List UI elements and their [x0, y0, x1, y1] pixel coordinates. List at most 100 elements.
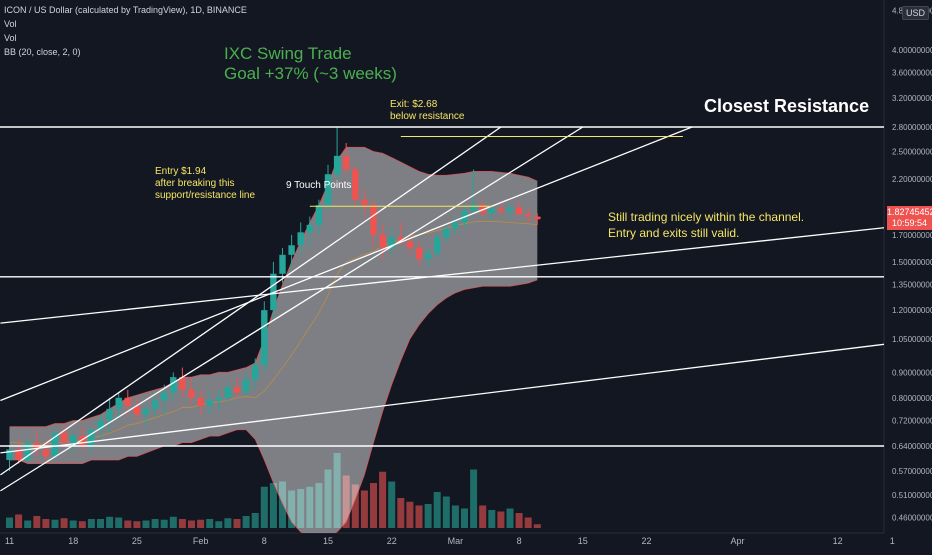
- candle-body: [51, 432, 59, 457]
- candle-body: [506, 207, 514, 211]
- price-tick-label: 0.90000000: [892, 368, 932, 377]
- volume-bar: [69, 520, 77, 528]
- price-tick-label: 1.35000000: [892, 281, 932, 290]
- candle-body: [343, 155, 350, 170]
- volume-bar: [169, 516, 177, 528]
- candle-body: [97, 420, 104, 430]
- current-price-tag: 1.82745452 10:59:54: [887, 206, 932, 230]
- price-tick-label: 0.51000000: [892, 491, 932, 500]
- price-tick-label: 0.46000000: [892, 513, 932, 522]
- legend-vol-1[interactable]: Vol: [4, 19, 17, 29]
- time-tick-label: Apr: [730, 536, 744, 546]
- volume-bar: [360, 490, 368, 528]
- candle-body: [106, 408, 113, 421]
- candle-body: [215, 397, 222, 401]
- candle-body: [197, 397, 204, 407]
- bollinger-band-fill: [9, 147, 538, 533]
- candle-body: [170, 377, 177, 393]
- legend-bollinger[interactable]: BB (20, close, 2, 0): [4, 47, 81, 57]
- candle-body: [252, 365, 259, 380]
- candle-body: [297, 232, 304, 246]
- plot-area: [0, 126, 884, 533]
- volume-bar: [479, 505, 487, 528]
- volume-bar: [97, 519, 104, 528]
- volume-bar: [315, 483, 323, 528]
- time-tick-label: 15: [323, 536, 333, 546]
- candle-body: [242, 379, 250, 393]
- volume-bar: [233, 519, 241, 528]
- legend-symbol-title[interactable]: ICON / US Dollar (calculated by TradingV…: [4, 5, 247, 15]
- candle-body: [315, 205, 323, 225]
- current-price-value: 1.82745452: [887, 207, 932, 217]
- price-tick-label: 1.20000000: [892, 306, 932, 315]
- candle-body: [515, 207, 523, 215]
- touch-points-annotation[interactable]: 9 Touch Points: [286, 180, 352, 191]
- entry-annotation[interactable]: Entry $1.94 after breaking this support/…: [155, 166, 256, 201]
- volume-bar: [333, 453, 341, 528]
- bollinger-basis: [9, 220, 538, 445]
- volume-bar: [470, 469, 478, 528]
- volume-bar: [206, 519, 214, 528]
- volume-bar: [388, 481, 396, 528]
- volume-bar: [33, 516, 41, 528]
- time-tick-label: 11: [5, 536, 14, 546]
- volume-bar: [506, 508, 514, 528]
- candle-body: [388, 237, 395, 248]
- channel-annotation[interactable]: Still trading nicely within the channel.…: [608, 210, 805, 240]
- price-tick-label: 0.57000000: [892, 467, 932, 476]
- candle-body: [434, 237, 441, 254]
- volume-bar: [78, 521, 86, 528]
- candle-body: [24, 442, 31, 460]
- volume-bar: [442, 496, 450, 528]
- price-axis-panel: [884, 0, 932, 550]
- candle-body: [534, 216, 541, 220]
- candle-body: [406, 241, 414, 248]
- candle-body: [497, 208, 505, 211]
- price-tick-label: 1.05000000: [892, 335, 932, 344]
- volume-bar: [151, 519, 159, 528]
- candle-body: [415, 247, 423, 260]
- time-tick-label: 1: [890, 536, 895, 546]
- time-tick-label: 25: [132, 536, 142, 546]
- candle-body: [424, 253, 432, 260]
- price-tick-label: 2.80000000: [892, 123, 932, 132]
- price-tick-label: 0.72000000: [892, 417, 932, 426]
- headline-title[interactable]: IXC Swing Trade: [224, 44, 352, 63]
- exit-annotation[interactable]: Exit: $2.68 below resistance: [390, 99, 465, 122]
- volume-bar: [51, 519, 59, 528]
- price-tick-label: 3.20000000: [892, 94, 932, 103]
- time-tick-label: 8: [262, 536, 267, 546]
- candle-body: [306, 224, 313, 233]
- candle-body: [151, 400, 159, 409]
- volume-bar: [461, 508, 468, 528]
- headline-goal[interactable]: Goal +37% (~3 weeks): [224, 64, 397, 83]
- bar-countdown: 10:59:54: [891, 218, 928, 228]
- volume-bar: [515, 513, 523, 528]
- currency-selector[interactable]: USD: [902, 6, 930, 20]
- candle-body: [488, 208, 495, 214]
- time-tick-label: 8: [517, 536, 522, 546]
- time-tick-label: 22: [387, 536, 397, 546]
- volume-bar: [351, 484, 359, 528]
- volume-bar: [279, 481, 286, 528]
- candle-body: [525, 214, 532, 217]
- volume-bar: [260, 486, 268, 528]
- candle-body: [379, 234, 386, 248]
- bollinger-lower: [9, 279, 538, 533]
- legend-vol-2[interactable]: Vol: [4, 33, 17, 43]
- volume-bar: [524, 517, 532, 528]
- volume-bar: [160, 519, 168, 528]
- candle-body: [452, 222, 459, 229]
- candle-body: [161, 392, 168, 401]
- volume-bar: [106, 516, 114, 528]
- price-tick-label: 4.00000000: [892, 46, 932, 55]
- candle-body: [206, 400, 213, 407]
- chart-legend: ICON / US Dollar (calculated by TradingV…: [4, 3, 247, 59]
- volume-bar: [242, 516, 250, 528]
- price-tick-label: 1.70000000: [892, 231, 932, 240]
- closest-resistance-label[interactable]: Closest Resistance: [704, 96, 870, 116]
- volume-bar: [115, 517, 123, 528]
- volume-bar: [451, 505, 459, 528]
